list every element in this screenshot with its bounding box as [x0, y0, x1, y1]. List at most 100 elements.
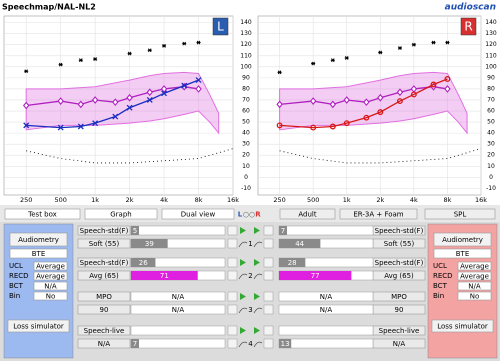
- slider-track[interactable]: [278, 304, 374, 315]
- transducer-box-box[interactable]: [339, 208, 418, 220]
- age-box-box[interactable]: [279, 208, 336, 220]
- marker-circle: [410, 91, 417, 98]
- side-button[interactable]: [460, 17, 477, 36]
- pattern-icon[interactable]: [227, 270, 238, 281]
- panel-value-box[interactable]: [33, 261, 68, 271]
- slider-fill: [131, 239, 168, 248]
- slider-value: N/A: [320, 293, 333, 301]
- slider-track[interactable]: [278, 338, 374, 349]
- level-label-box: [77, 270, 131, 281]
- y-tick-label: 0: [489, 174, 493, 181]
- play-icon[interactable]: [240, 293, 246, 300]
- slider-track[interactable]: [278, 325, 374, 336]
- slider-track[interactable]: [278, 225, 374, 236]
- y-tick-label: 80: [242, 85, 250, 92]
- play-icon[interactable]: [240, 327, 246, 334]
- play-icon[interactable]: [254, 227, 260, 234]
- speech-envelope: [279, 71, 468, 135]
- pattern-icon[interactable]: [263, 325, 274, 336]
- marker-asterisk: [24, 69, 29, 74]
- x-tick-label: 2k: [376, 196, 384, 204]
- pattern-icon[interactable]: [263, 257, 274, 268]
- panel-value-box[interactable]: [33, 271, 68, 281]
- slider-track[interactable]: [278, 291, 374, 302]
- speech-envelope: [25, 71, 220, 135]
- test-number: 2: [248, 272, 252, 280]
- scale-box-box[interactable]: [424, 208, 496, 220]
- stimulus-label: Speech-live: [379, 327, 420, 335]
- marker-asterisk: [78, 58, 83, 63]
- marker-circle: [310, 124, 317, 131]
- test-box-box[interactable]: [4, 208, 81, 220]
- panel-value-box[interactable]: [457, 281, 492, 291]
- play-icon[interactable]: [254, 327, 260, 334]
- x-tick-label: 8k: [195, 196, 203, 204]
- panel-value-box[interactable]: [33, 281, 68, 291]
- pattern-icon[interactable]: [227, 291, 238, 302]
- side-button[interactable]: [212, 17, 229, 36]
- pattern-icon[interactable]: [227, 238, 238, 249]
- panel-value: Average: [460, 273, 489, 281]
- audiometry-button-box[interactable]: [433, 232, 492, 247]
- x-tick-label: 500: [54, 196, 66, 204]
- graph-select-box[interactable]: [84, 208, 158, 220]
- pattern-icon[interactable]: [227, 225, 238, 236]
- slider-track[interactable]: [130, 304, 226, 315]
- play-icon[interactable]: [254, 259, 260, 266]
- panel-value-box[interactable]: [457, 261, 492, 271]
- loss-simulator-button-box[interactable]: [431, 319, 494, 333]
- pattern-icon[interactable]: [227, 338, 238, 349]
- ear-left: L: [238, 211, 243, 219]
- slider-value: 5: [133, 227, 137, 235]
- marker-diamond: [57, 97, 64, 105]
- pattern-icon[interactable]: [263, 304, 274, 315]
- play-icon[interactable]: [240, 227, 246, 234]
- panel-value-box[interactable]: [33, 291, 68, 301]
- x-tick-label: 1k: [343, 196, 351, 204]
- level-label: N/A: [98, 340, 111, 348]
- view-select-box[interactable]: [161, 208, 235, 220]
- marker-circle: [430, 81, 437, 88]
- y-tick-label: 20: [487, 152, 495, 159]
- panel-value-box[interactable]: [457, 271, 492, 281]
- slider-fill: [131, 339, 139, 348]
- instrument-select-box[interactable]: [433, 248, 492, 259]
- panel-value-box[interactable]: [457, 291, 492, 301]
- graph-select: Graph: [110, 211, 131, 219]
- pattern-icon[interactable]: [227, 304, 238, 315]
- slider-track[interactable]: [130, 325, 226, 336]
- curve-icon: [238, 341, 248, 348]
- audiometry-button-box[interactable]: [9, 232, 68, 247]
- level-label: 90: [395, 306, 404, 314]
- y-tick-label: 100: [485, 63, 497, 70]
- play-icon[interactable]: [254, 293, 260, 300]
- y-tick-label: -10: [241, 185, 251, 192]
- slider-value: 44: [295, 240, 304, 248]
- instrument-select-box[interactable]: [9, 248, 68, 259]
- loss-simulator-button-box[interactable]: [7, 319, 70, 333]
- pattern-icon[interactable]: [263, 238, 274, 249]
- play-icon[interactable]: [240, 259, 246, 266]
- marker-x: [195, 77, 202, 84]
- slider-value: N/A: [172, 306, 185, 314]
- pattern-icon[interactable]: [227, 325, 238, 336]
- level-label: Soft (55): [89, 240, 120, 248]
- pattern-icon[interactable]: [263, 270, 274, 281]
- plot-area: [257, 15, 482, 196]
- slider-track[interactable]: [130, 225, 226, 236]
- pattern-icon[interactable]: [263, 338, 274, 349]
- marker-x: [181, 82, 188, 89]
- age-box: Adult: [298, 211, 316, 219]
- panel-label: Bin: [9, 292, 20, 300]
- slider-track[interactable]: [130, 291, 226, 302]
- marker-x: [57, 124, 64, 131]
- pattern-icon[interactable]: [263, 291, 274, 302]
- slider-track[interactable]: [130, 338, 226, 349]
- pattern-icon[interactable]: [263, 225, 274, 236]
- panel-value: Average: [36, 263, 65, 271]
- marker-diamond: [396, 88, 404, 97]
- test-box: Test box: [27, 211, 57, 219]
- panel-label: UCL: [433, 262, 447, 270]
- pattern-icon[interactable]: [227, 257, 238, 268]
